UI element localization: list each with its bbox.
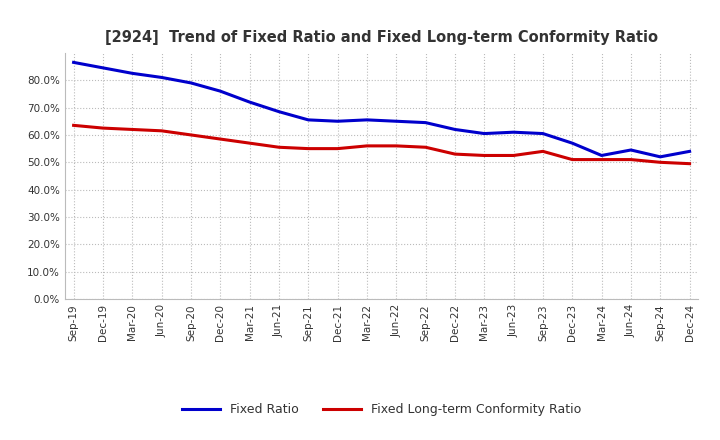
Fixed Ratio: [304, 117, 312, 122]
Fixed Ratio: [99, 65, 107, 70]
Fixed Ratio: [333, 119, 342, 124]
Fixed Ratio: [274, 109, 283, 114]
Fixed Ratio: [392, 119, 400, 124]
Fixed Long-term Conformity Ratio: [509, 153, 518, 158]
Fixed Long-term Conformity Ratio: [274, 145, 283, 150]
Fixed Ratio: [539, 131, 547, 136]
Fixed Long-term Conformity Ratio: [363, 143, 372, 149]
Fixed Ratio: [685, 149, 694, 154]
Fixed Long-term Conformity Ratio: [421, 145, 430, 150]
Fixed Long-term Conformity Ratio: [480, 153, 489, 158]
Fixed Long-term Conformity Ratio: [333, 146, 342, 151]
Line: Fixed Long-term Conformity Ratio: Fixed Long-term Conformity Ratio: [73, 125, 690, 164]
Fixed Ratio: [568, 140, 577, 146]
Fixed Ratio: [480, 131, 489, 136]
Fixed Long-term Conformity Ratio: [186, 132, 195, 138]
Fixed Long-term Conformity Ratio: [216, 136, 225, 142]
Fixed Ratio: [451, 127, 459, 132]
Fixed Long-term Conformity Ratio: [99, 125, 107, 131]
Fixed Ratio: [363, 117, 372, 122]
Legend: Fixed Ratio, Fixed Long-term Conformity Ratio: Fixed Ratio, Fixed Long-term Conformity …: [177, 398, 586, 421]
Fixed Ratio: [509, 129, 518, 135]
Fixed Long-term Conformity Ratio: [69, 123, 78, 128]
Fixed Ratio: [626, 147, 635, 153]
Fixed Long-term Conformity Ratio: [626, 157, 635, 162]
Fixed Long-term Conformity Ratio: [128, 127, 137, 132]
Fixed Ratio: [216, 88, 225, 94]
Fixed Ratio: [246, 99, 254, 105]
Line: Fixed Ratio: Fixed Ratio: [73, 62, 690, 157]
Fixed Ratio: [421, 120, 430, 125]
Fixed Long-term Conformity Ratio: [451, 151, 459, 157]
Fixed Ratio: [598, 153, 606, 158]
Fixed Long-term Conformity Ratio: [157, 128, 166, 133]
Fixed Long-term Conformity Ratio: [656, 160, 665, 165]
Fixed Long-term Conformity Ratio: [539, 149, 547, 154]
Fixed Long-term Conformity Ratio: [598, 157, 606, 162]
Fixed Ratio: [656, 154, 665, 159]
Fixed Long-term Conformity Ratio: [685, 161, 694, 166]
Fixed Ratio: [157, 75, 166, 80]
Fixed Long-term Conformity Ratio: [304, 146, 312, 151]
Fixed Ratio: [128, 71, 137, 76]
Fixed Long-term Conformity Ratio: [392, 143, 400, 149]
Fixed Ratio: [186, 80, 195, 85]
Fixed Long-term Conformity Ratio: [568, 157, 577, 162]
Fixed Long-term Conformity Ratio: [246, 140, 254, 146]
Fixed Ratio: [69, 60, 78, 65]
Title: [2924]  Trend of Fixed Ratio and Fixed Long-term Conformity Ratio: [2924] Trend of Fixed Ratio and Fixed Lo…: [105, 29, 658, 45]
